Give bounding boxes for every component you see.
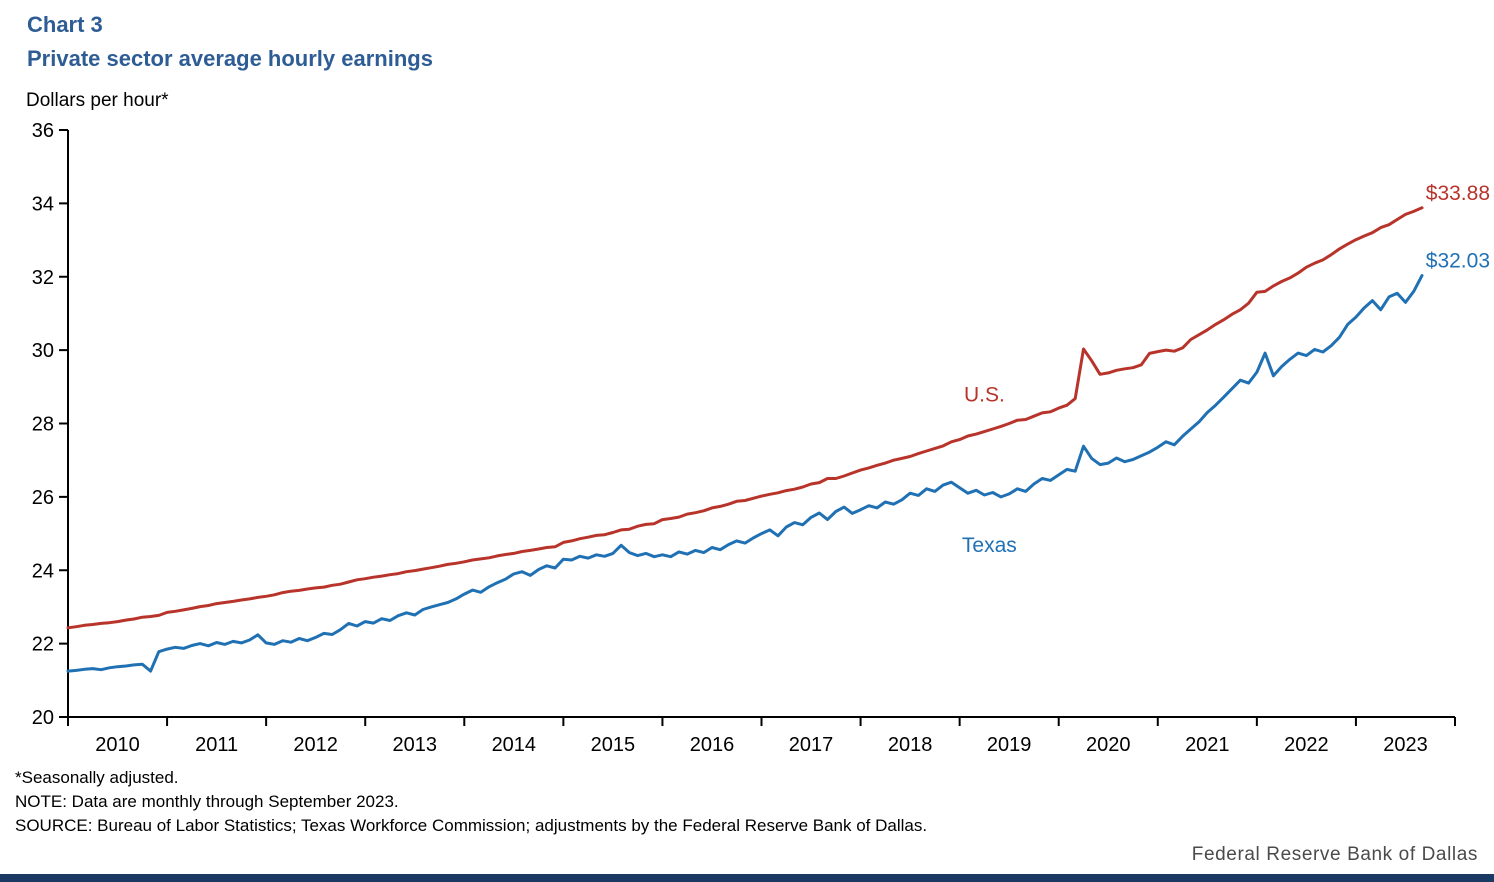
y-axis-unit-label: Dollars per hour* bbox=[26, 90, 169, 111]
texas-end-value-label: $32.03 bbox=[1426, 250, 1490, 273]
x-tick-label: 2016 bbox=[690, 734, 735, 756]
x-tick-label: 2010 bbox=[95, 734, 140, 756]
texas-line bbox=[66, 274, 1424, 673]
y-tick-label: 36 bbox=[32, 120, 54, 142]
x-tick-label: 2015 bbox=[591, 734, 636, 756]
x-tick-label: 2017 bbox=[789, 734, 834, 756]
y-tick-label: 24 bbox=[32, 560, 54, 582]
y-tick-label: 22 bbox=[32, 634, 54, 656]
bottom-brand-bar bbox=[0, 874, 1494, 882]
footnotes: *Seasonally adjusted. NOTE: Data are mon… bbox=[15, 766, 927, 838]
x-tick-label: 2021 bbox=[1185, 734, 1230, 756]
footnote-seasonal: *Seasonally adjusted. bbox=[15, 768, 179, 787]
us-line bbox=[66, 206, 1424, 630]
y-tick-label: 20 bbox=[32, 707, 54, 729]
x-tick-label: 2022 bbox=[1284, 734, 1329, 756]
x-tick-label: 2018 bbox=[888, 734, 933, 756]
us-end-value-label: $33.88 bbox=[1426, 182, 1490, 205]
x-tick-label: 2013 bbox=[393, 734, 438, 756]
federal-reserve-bank-of-dallas-wordmark: Federal Reserve Bank of Dallas bbox=[1191, 844, 1478, 865]
chart-number-title: Chart 3 bbox=[27, 12, 103, 37]
footnote-note: NOTE: Data are monthly through September… bbox=[15, 792, 399, 811]
y-tick-label: 26 bbox=[32, 487, 54, 509]
y-tick-label: 32 bbox=[32, 267, 54, 289]
y-tick-label: 30 bbox=[32, 340, 54, 362]
x-tick-label: 2014 bbox=[492, 734, 537, 756]
y-tick-label: 28 bbox=[32, 414, 54, 436]
x-tick-label: 2023 bbox=[1383, 734, 1428, 756]
x-tick-label: 2019 bbox=[987, 734, 1032, 756]
y-tick-label: 34 bbox=[32, 193, 54, 215]
x-tick-label: 2012 bbox=[293, 734, 338, 756]
footnote-source: SOURCE: Bureau of Labor Statistics; Texa… bbox=[15, 816, 928, 835]
x-tick-label: 2020 bbox=[1086, 734, 1131, 756]
x-tick-label: 2011 bbox=[195, 734, 238, 756]
page-title: Private sector average hourly earnings bbox=[27, 46, 433, 71]
us-series-label: U.S. bbox=[964, 383, 1005, 406]
texas-series-label: Texas bbox=[962, 534, 1017, 557]
